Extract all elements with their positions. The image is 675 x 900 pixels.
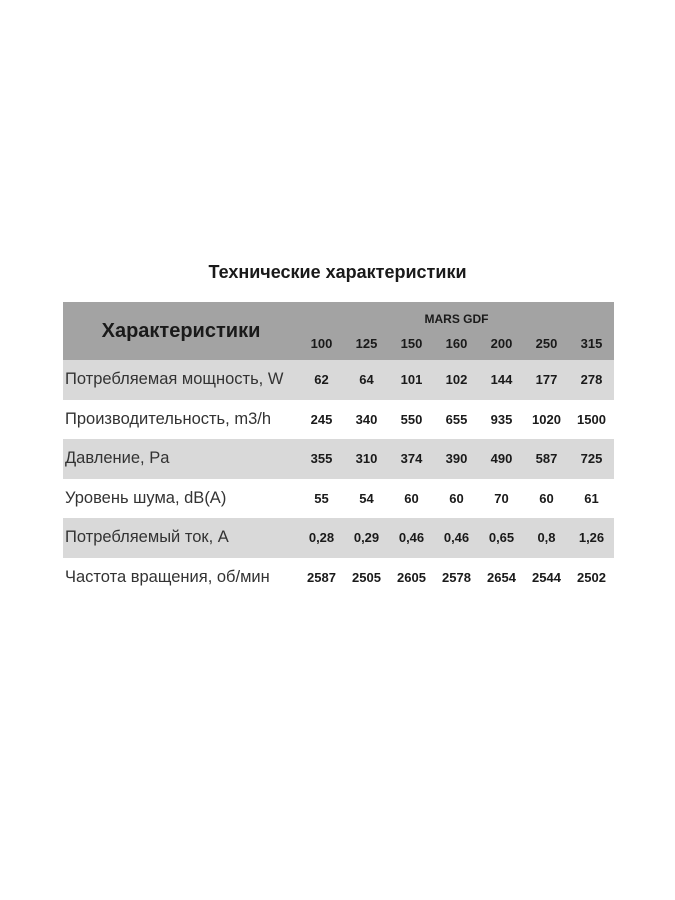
size-header: 315 xyxy=(580,336,603,351)
row-value: 2578 xyxy=(442,569,471,585)
table-row: Производительность, m3/h 245 340 550 655 935 1… xyxy=(63,400,614,440)
row-value: 70 xyxy=(494,490,509,506)
row-value: 935 xyxy=(490,411,513,427)
row-value: 144 xyxy=(490,372,513,388)
row-value: 60 xyxy=(449,490,464,506)
row-label: Частота вращения, об/мин xyxy=(65,567,270,586)
table-row: Потребляемая мощность, W 62 64 101 102 144 177… xyxy=(63,360,614,400)
row-value: 177 xyxy=(535,372,558,388)
row-value: 2587 xyxy=(307,569,336,585)
row-value: 0,28 xyxy=(308,530,335,546)
row-value: 55 xyxy=(314,490,329,506)
row-value: 0,8 xyxy=(537,530,556,546)
row-label: Потребляемый ток, A xyxy=(65,528,229,547)
row-value: 2605 xyxy=(397,569,426,585)
size-header: 100 xyxy=(310,336,333,351)
table-row: Потребляемый ток, A 0,28 0,29 0,46 0,46 0,65 0… xyxy=(63,518,614,558)
row-value: 1,26 xyxy=(578,530,605,546)
row-value: 102 xyxy=(445,372,468,388)
model-name: MARS GDF xyxy=(424,312,489,326)
row-value: 390 xyxy=(445,451,468,467)
row-value: 101 xyxy=(400,372,423,388)
row-value: 60 xyxy=(539,490,554,506)
row-value: 1020 xyxy=(532,411,561,427)
row-value: 2654 xyxy=(487,569,516,585)
row-value: 2502 xyxy=(577,569,606,585)
row-value: 2505 xyxy=(352,569,381,585)
row-value: 245 xyxy=(310,411,333,427)
row-value: 61 xyxy=(584,490,599,506)
size-header: 125 xyxy=(355,336,378,351)
row-value: 278 xyxy=(580,372,603,388)
row-value: 310 xyxy=(355,451,378,467)
row-value: 54 xyxy=(359,490,374,506)
table-row: Частота вращения, об/мин 2587 2505 2605 2578… xyxy=(63,558,614,598)
row-label: Производительность, m3/h xyxy=(65,409,272,428)
header-label: Характеристики xyxy=(101,319,261,342)
row-value: 0,29 xyxy=(353,530,380,546)
size-header: 150 xyxy=(400,336,423,351)
row-value: 490 xyxy=(490,451,513,467)
table-row: Уровень шума, dB(A) 55 54 60 60 70 60 61 xyxy=(63,479,614,519)
row-value: 355 xyxy=(310,451,333,467)
table-row: Давление, Pa 355 310 374 390 490 587 725 xyxy=(63,439,614,479)
size-header: 160 xyxy=(445,336,468,351)
row-value: 587 xyxy=(535,451,558,467)
row-value: 0,46 xyxy=(398,530,425,546)
row-value: 64 xyxy=(359,372,374,388)
size-header: 200 xyxy=(490,336,513,351)
size-header: 250 xyxy=(535,336,558,351)
row-value: 725 xyxy=(580,451,603,467)
row-value: 655 xyxy=(445,411,468,427)
row-value: 2544 xyxy=(532,569,561,585)
specs-table: Характеристики MARS GDF 100 125 150 160 200 250… xyxy=(63,302,614,597)
row-label: Уровень шума, dB(A) xyxy=(65,488,227,507)
row-label: Потребляемая мощность, W xyxy=(65,370,284,389)
row-value: 340 xyxy=(355,411,378,427)
row-value: 60 xyxy=(404,490,419,506)
row-value: 1500 xyxy=(577,411,606,427)
row-value: 550 xyxy=(400,411,423,427)
row-label: Давление, Pa xyxy=(65,449,170,468)
row-value: 62 xyxy=(314,372,329,388)
row-value: 374 xyxy=(400,451,423,467)
row-value: 0,46 xyxy=(443,530,470,546)
page-title: Технические характеристики xyxy=(208,262,467,282)
row-value: 0,65 xyxy=(488,530,515,546)
